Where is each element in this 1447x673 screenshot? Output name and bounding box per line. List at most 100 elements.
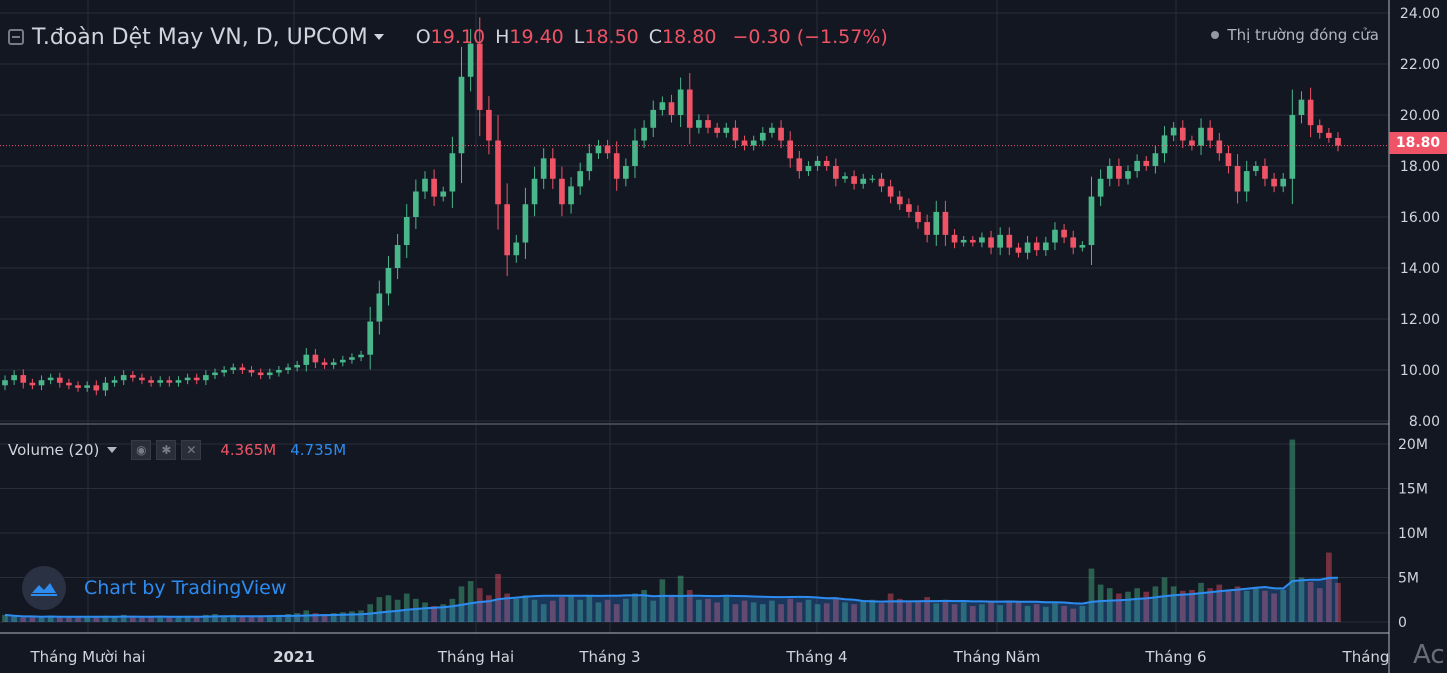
candle-body bbox=[11, 375, 17, 381]
volume-bar bbox=[1015, 602, 1022, 622]
volume-bar bbox=[467, 581, 474, 622]
volume-bar bbox=[796, 602, 803, 622]
candle-body bbox=[586, 153, 593, 172]
eye-icon[interactable]: ◉ bbox=[131, 440, 152, 460]
volume-bar bbox=[321, 613, 328, 622]
volume-bar bbox=[997, 605, 1004, 622]
volume-axis-label: 5M bbox=[1398, 571, 1419, 587]
gear-icon[interactable]: ✱ bbox=[156, 440, 177, 460]
volume-bar bbox=[403, 593, 410, 622]
volume-bar bbox=[1033, 604, 1040, 622]
time-axis-label: Tháng 6 bbox=[1144, 648, 1206, 666]
candle-body bbox=[814, 160, 821, 166]
high-label: H bbox=[495, 26, 510, 48]
volume-legend: Volume (20) ◉ ✱ ✕ 4.365M 4.735M bbox=[8, 438, 346, 462]
close-icon[interactable]: ✕ bbox=[181, 440, 202, 460]
volume-bar bbox=[2, 614, 8, 622]
volume-bar bbox=[1079, 605, 1086, 622]
candle-body bbox=[887, 186, 894, 197]
volume-bar bbox=[66, 616, 72, 622]
volume-indicator-name[interactable]: Volume (20) bbox=[8, 441, 100, 459]
candle-body bbox=[129, 375, 136, 378]
candle-body bbox=[896, 196, 903, 205]
volume-bar bbox=[84, 616, 91, 622]
time-axis-label: 2021 bbox=[273, 648, 315, 666]
time-axis-label: Tháng Hai bbox=[437, 648, 514, 666]
candle-body bbox=[1106, 166, 1113, 179]
volume-bar bbox=[942, 599, 949, 622]
symbol-title[interactable]: T.đoàn Dệt May VN, D, UPCOM bbox=[32, 24, 368, 50]
candle-body bbox=[175, 380, 182, 383]
candle-body bbox=[759, 132, 766, 141]
volume-bar bbox=[1161, 577, 1168, 622]
volume-bar bbox=[1207, 588, 1214, 622]
close-label: C bbox=[648, 26, 663, 48]
candle-body bbox=[1061, 229, 1067, 238]
candle-body bbox=[988, 237, 994, 248]
candle-body bbox=[458, 76, 465, 154]
watermark-text: Chart by TradingView bbox=[84, 577, 287, 599]
candle-body bbox=[677, 89, 684, 115]
volume-bar bbox=[157, 615, 164, 622]
volume-bar bbox=[102, 615, 109, 622]
candle-body bbox=[842, 176, 848, 179]
candle-body bbox=[1234, 166, 1241, 192]
candle-body bbox=[705, 120, 711, 128]
volume-bar bbox=[38, 617, 45, 622]
volume-bar bbox=[1225, 590, 1232, 622]
volume-bar bbox=[604, 599, 611, 622]
candle-body bbox=[732, 127, 739, 141]
candle-body bbox=[668, 102, 675, 115]
volume-bar bbox=[257, 616, 264, 622]
volume-bar bbox=[166, 617, 173, 622]
change-value: −0.30 (−1.57%) bbox=[732, 26, 888, 48]
candle-body bbox=[1243, 171, 1250, 192]
volume-bar bbox=[193, 616, 200, 622]
volume-value: 4.365M bbox=[220, 441, 277, 459]
volume-bar bbox=[769, 600, 775, 622]
chevron-down-icon[interactable] bbox=[373, 34, 384, 40]
candle-body bbox=[723, 127, 730, 133]
candle-body bbox=[431, 178, 437, 197]
volume-bar bbox=[1252, 588, 1259, 622]
tradingview-watermark[interactable]: Chart by TradingView bbox=[22, 566, 286, 610]
time-axis-label: Tháng Mười hai bbox=[29, 648, 145, 666]
candle-body bbox=[2, 380, 8, 386]
volume-bar bbox=[613, 604, 620, 622]
candle-body bbox=[787, 140, 794, 159]
collapse-legend-icon[interactable] bbox=[8, 29, 24, 45]
volume-ma-value: 4.735M bbox=[290, 441, 347, 459]
volume-bar bbox=[632, 593, 638, 622]
candle-body bbox=[1052, 229, 1058, 243]
candle-body bbox=[486, 109, 492, 141]
candle-body bbox=[1335, 137, 1341, 146]
volume-bar bbox=[1280, 589, 1287, 622]
candle-body bbox=[413, 191, 419, 217]
time-axis-label: Tháng 4 bbox=[785, 648, 847, 666]
candle-body bbox=[1207, 127, 1214, 141]
candle-body bbox=[93, 385, 100, 391]
volume-bar bbox=[476, 588, 483, 622]
candle-body bbox=[933, 211, 940, 235]
volume-bar bbox=[148, 616, 154, 622]
last-price-label: 18.80 bbox=[1389, 132, 1447, 154]
candle-body bbox=[522, 204, 529, 243]
candle-body bbox=[184, 377, 191, 381]
candle-body bbox=[440, 191, 447, 197]
volume-bar bbox=[203, 614, 209, 622]
volume-bar bbox=[650, 600, 657, 622]
chevron-down-icon[interactable] bbox=[107, 447, 118, 453]
volume-ma-area bbox=[5, 577, 1338, 622]
volume-bar bbox=[221, 615, 227, 622]
volume-bar bbox=[924, 597, 930, 622]
volume-bar bbox=[449, 598, 456, 622]
volume-bar bbox=[686, 589, 693, 622]
candle-body bbox=[686, 89, 693, 128]
volume-bar bbox=[1061, 605, 1067, 622]
volume-bar bbox=[833, 598, 839, 622]
candle-body bbox=[321, 362, 328, 365]
candle-body bbox=[942, 211, 949, 235]
volume-bar bbox=[860, 600, 867, 622]
candle-body bbox=[66, 382, 72, 386]
